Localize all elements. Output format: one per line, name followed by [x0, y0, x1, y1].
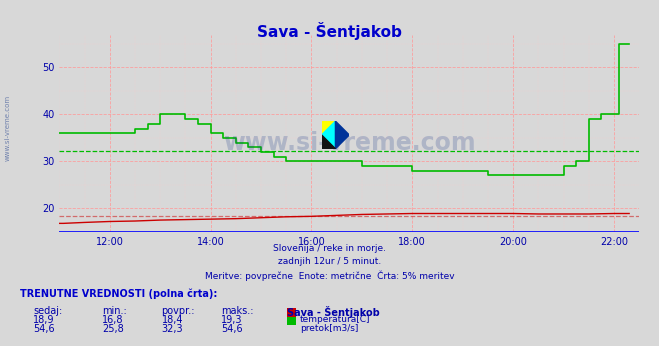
Text: pretok[m3/s]: pretok[m3/s] [300, 324, 358, 333]
Text: Sava - Šentjakob: Sava - Šentjakob [287, 306, 380, 318]
Polygon shape [322, 135, 335, 149]
Text: www.si-vreme.com: www.si-vreme.com [5, 95, 11, 161]
Text: TRENUTNE VREDNOSTI (polna črta):: TRENUTNE VREDNOSTI (polna črta): [20, 289, 217, 299]
Polygon shape [335, 121, 349, 149]
Polygon shape [322, 121, 335, 135]
Text: 18,4: 18,4 [161, 315, 183, 325]
Text: maks.:: maks.: [221, 306, 253, 316]
Text: 54,6: 54,6 [33, 324, 55, 334]
Text: Slovenija / reke in morje.: Slovenija / reke in morje. [273, 244, 386, 253]
Text: povpr.:: povpr.: [161, 306, 195, 316]
Text: 25,8: 25,8 [102, 324, 124, 334]
Text: 32,3: 32,3 [161, 324, 183, 334]
Text: sedaj:: sedaj: [33, 306, 62, 316]
Text: www.si-vreme.com: www.si-vreme.com [223, 131, 476, 155]
Text: zadnjih 12ur / 5 minut.: zadnjih 12ur / 5 minut. [278, 257, 381, 266]
Text: 16,8: 16,8 [102, 315, 124, 325]
Text: 18,9: 18,9 [33, 315, 55, 325]
Text: Meritve: povprečne  Enote: metrične  Črta: 5% meritev: Meritve: povprečne Enote: metrične Črta:… [205, 270, 454, 281]
Text: 19,3: 19,3 [221, 315, 243, 325]
Text: temperatura[C]: temperatura[C] [300, 315, 370, 324]
Text: min.:: min.: [102, 306, 127, 316]
Text: 54,6: 54,6 [221, 324, 243, 334]
Polygon shape [322, 121, 335, 149]
Text: Sava - Šentjakob: Sava - Šentjakob [257, 22, 402, 40]
